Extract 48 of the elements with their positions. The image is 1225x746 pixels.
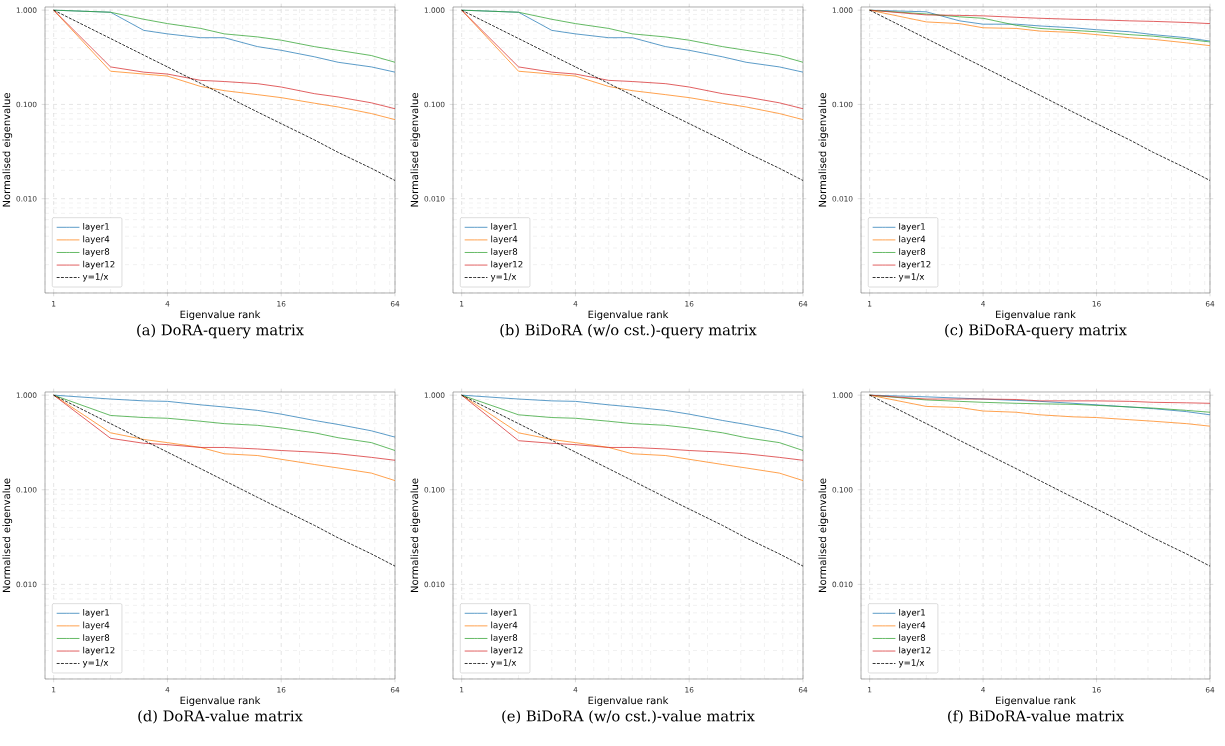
text: (a) DoRA-query matrix [137, 324, 304, 339]
legend-label: layer8 [83, 248, 110, 257]
x-axis-title: Eigenvalue rank [588, 696, 669, 707]
legend-label: layer4 [899, 621, 926, 630]
legend-label: layer1 [899, 608, 925, 618]
legend-label: layer4 [491, 235, 518, 244]
y-axis-title: Normalised eigenvalue [410, 93, 421, 207]
x-axis-title: Eigenvalue rank [996, 310, 1076, 321]
text: (d) DoRA-value matrix [138, 710, 303, 724]
x-axis-title: Eigenvalue rank [588, 310, 669, 321]
legend-label: layer4 [83, 621, 110, 630]
y-axis-title: Normalised eigenvalue [818, 93, 829, 207]
legend-label: y=1/x [82, 659, 109, 668]
legend-label: layer1 [491, 223, 517, 232]
legend-label: y=1/x [490, 659, 517, 668]
legend-label: layer12 [899, 260, 931, 270]
legend-label: layer8 [899, 248, 926, 257]
y-axis-title: Normalised eigenvalue [410, 478, 421, 592]
y-axis-title: Normalised eigenvalue [2, 478, 13, 592]
x-axis-title: Eigenvalue rank [180, 696, 261, 707]
legend-label: layer4 [83, 235, 110, 244]
y-axis-title: Normalised eigenvalue [2, 93, 13, 207]
legend-label: layer8 [899, 634, 926, 643]
text: (f) BiDoRA-value matrix [948, 710, 1124, 724]
text: (e) BiDoRA (w/o cst.)-value matrix [502, 710, 755, 724]
x-axis-title: Eigenvalue rank [996, 696, 1076, 707]
legend-label: layer4 [899, 235, 926, 244]
legend-label: layer1 [83, 223, 109, 232]
legend-label: y=1/x [898, 273, 925, 282]
x-axis-title: Eigenvalue rank [180, 310, 261, 321]
legend-label: layer12 [491, 646, 523, 656]
legend-label: y=1/x [490, 273, 517, 282]
legend-label: layer12 [491, 260, 523, 270]
text: (c) BiDoRA-query matrix [945, 324, 1127, 339]
legend-label: layer12 [899, 646, 931, 656]
legend-label: layer12 [83, 646, 115, 656]
legend-label: layer12 [83, 260, 115, 270]
legend-label: y=1/x [82, 273, 109, 282]
legend-label: layer8 [491, 634, 518, 643]
legend-label: layer4 [491, 621, 518, 630]
legend-label: layer8 [491, 248, 518, 257]
legend-label: y=1/x [898, 659, 925, 668]
legend-label: layer8 [83, 634, 110, 643]
legend-label: layer1 [899, 223, 925, 232]
legend-label: layer1 [83, 608, 109, 618]
legend-label: layer1 [491, 608, 517, 618]
y-axis-title: Normalised eigenvalue [818, 478, 829, 592]
text: (b) BiDoRA (w/o cst.)-query matrix [500, 324, 757, 339]
